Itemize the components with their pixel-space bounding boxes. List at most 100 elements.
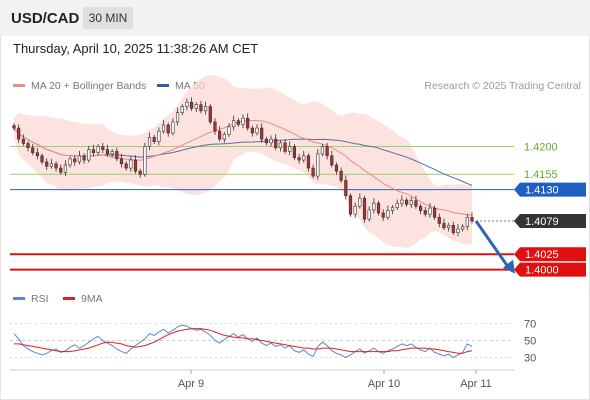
candle <box>278 140 282 152</box>
level-tag-1.4000 <box>514 262 586 277</box>
candle-body <box>138 170 142 175</box>
candle-body <box>110 151 114 155</box>
candle-body <box>320 146 325 155</box>
candle <box>376 200 381 216</box>
candle <box>12 123 16 131</box>
candle <box>274 134 278 151</box>
candle <box>334 162 339 175</box>
candle <box>185 98 189 111</box>
candle-body <box>101 146 105 150</box>
9ma-swatch <box>63 296 75 300</box>
candle <box>367 206 371 222</box>
candle-body <box>82 155 86 161</box>
candle <box>390 205 395 215</box>
candle-body <box>283 142 287 152</box>
candle <box>161 120 166 134</box>
candle <box>147 132 152 151</box>
candle-body <box>59 167 63 173</box>
candle-body <box>133 159 138 172</box>
candle <box>255 124 259 136</box>
candle-body <box>157 130 161 142</box>
candle <box>236 118 240 127</box>
candle-body <box>325 146 329 157</box>
candle <box>241 114 245 129</box>
9ma-label: 9MA <box>81 293 103 305</box>
candle-body <box>250 127 254 134</box>
candle-body <box>344 180 348 197</box>
candle <box>129 156 133 172</box>
candle <box>232 115 236 131</box>
candle <box>21 134 25 146</box>
candle-body <box>87 149 91 161</box>
candle-body <box>73 158 77 163</box>
candle-body <box>433 207 437 218</box>
candle-body <box>260 127 264 140</box>
candle <box>124 161 128 171</box>
x-tick-label: Apr 9 <box>178 378 204 390</box>
candle <box>442 218 446 231</box>
level-tag-1.4130 <box>514 182 586 197</box>
candle-body <box>334 164 339 172</box>
candle <box>152 134 156 145</box>
candle-body <box>292 146 297 158</box>
candle-body <box>372 202 376 211</box>
candle-body <box>297 157 301 161</box>
candle <box>260 123 264 143</box>
candle <box>409 197 413 209</box>
candle-body <box>278 142 282 149</box>
candle <box>302 150 306 163</box>
candle <box>358 193 362 209</box>
candle <box>447 222 451 232</box>
candle <box>213 118 217 135</box>
candle <box>115 147 119 162</box>
candle <box>344 175 348 200</box>
candle-body <box>115 151 119 160</box>
candle <box>269 135 273 147</box>
candle <box>17 124 21 143</box>
candle-body <box>199 104 203 112</box>
level-label-1.4130: 1.4130 <box>525 185 559 197</box>
candle <box>96 144 100 156</box>
candle-body <box>428 207 432 215</box>
candle-body <box>461 226 465 230</box>
candle <box>362 195 367 223</box>
candle-body <box>418 205 423 211</box>
candle <box>437 213 441 228</box>
candle-body <box>124 163 128 169</box>
candle-body <box>241 117 245 125</box>
candle-body <box>180 106 184 113</box>
candle-body <box>348 195 353 215</box>
candle <box>63 160 68 177</box>
rsi-label: RSI <box>31 293 49 305</box>
candle <box>45 158 49 170</box>
candle-body <box>437 217 441 224</box>
candle-body <box>213 121 217 132</box>
candle <box>110 149 114 158</box>
candle-body <box>330 155 334 166</box>
candle-body <box>26 143 30 149</box>
candle <box>428 203 432 218</box>
candle-body <box>91 149 96 153</box>
candle-body <box>274 138 278 149</box>
candle-body <box>194 104 198 109</box>
candle-body <box>316 153 320 177</box>
candle <box>414 195 418 209</box>
candle-body <box>376 202 381 214</box>
timeframe-badge[interactable]: 30 MIN <box>83 7 133 29</box>
candle-body <box>447 225 451 229</box>
candle-body <box>63 164 68 173</box>
candle <box>59 164 63 175</box>
candle-body <box>288 146 292 152</box>
candle-body <box>189 101 194 109</box>
candle-body <box>175 112 180 123</box>
candle-body <box>269 138 273 144</box>
candle <box>386 205 390 220</box>
candle-body <box>386 210 390 218</box>
candle <box>199 101 203 114</box>
x-tick-label: Apr 11 <box>460 378 492 390</box>
candle <box>330 150 334 168</box>
candle <box>49 158 53 169</box>
candle <box>339 167 343 183</box>
candle-body <box>390 207 395 211</box>
